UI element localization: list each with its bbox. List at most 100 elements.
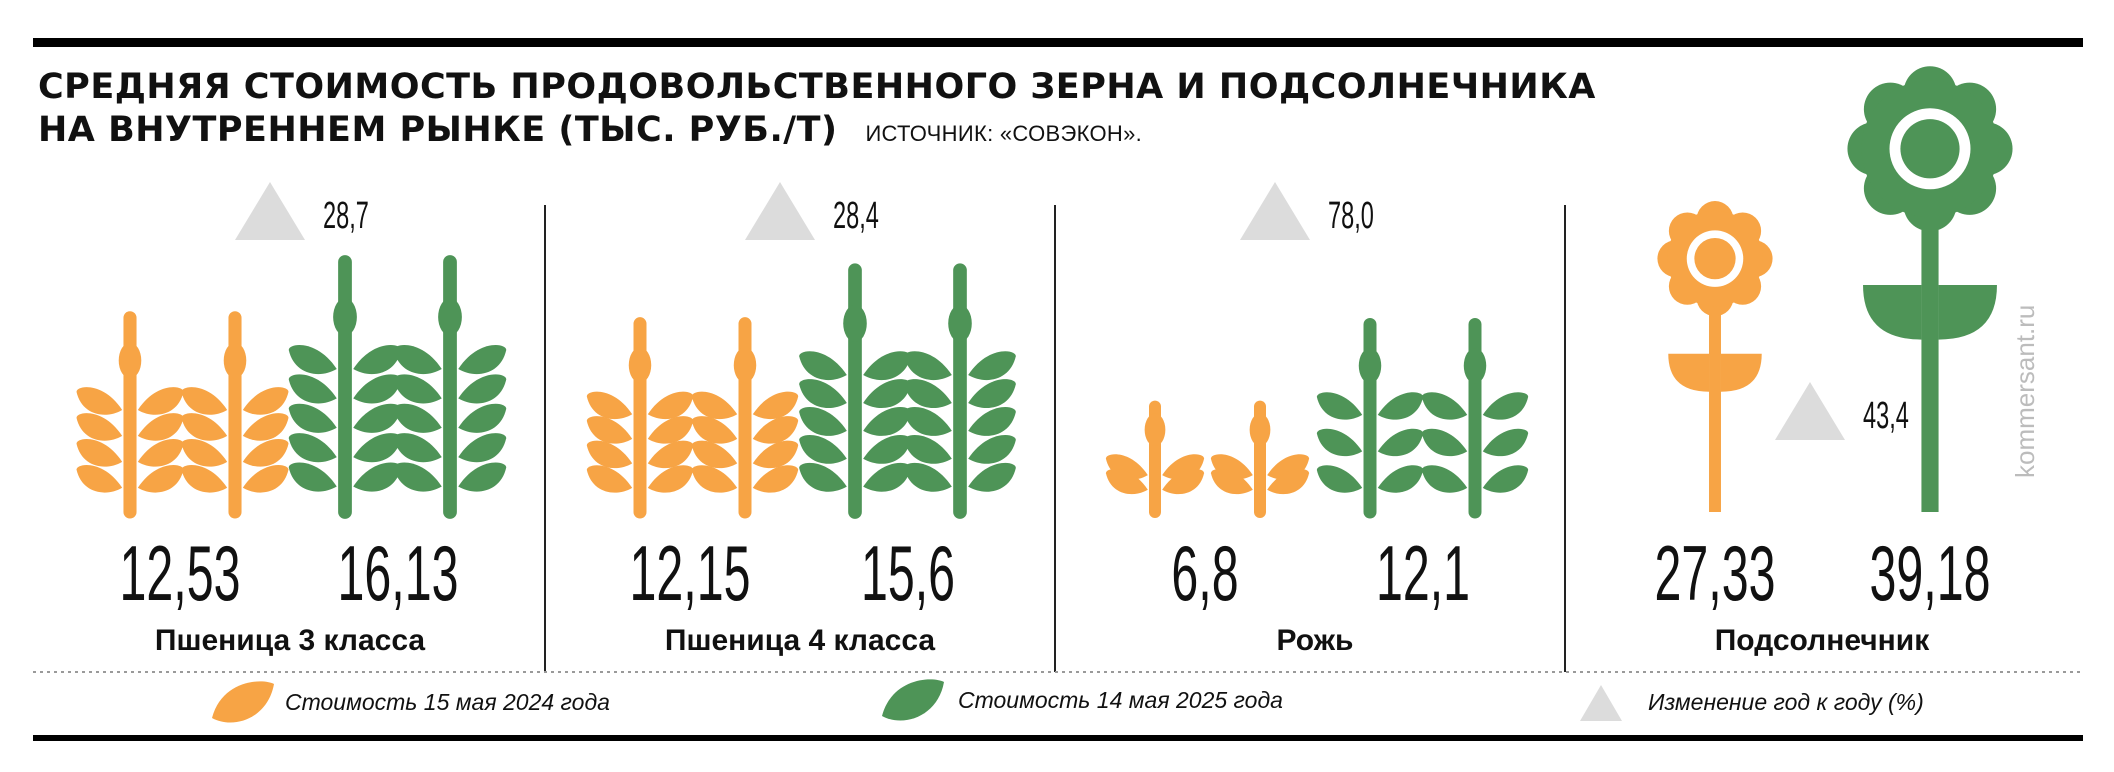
wheat-leaf [799,379,847,408]
wheat-icon [799,263,911,519]
wheat-leaf [691,391,738,420]
wheat-leaf [1482,465,1529,493]
wheat-leaf [288,433,337,463]
wheat-icon [1105,400,1205,519]
wheat-kernel [1463,348,1487,384]
wheat-leaf [181,439,228,467]
flower-stem [1709,258,1721,512]
flower-center [1694,237,1736,280]
wheat-leaf [242,413,289,441]
change-triangle [235,182,305,240]
category-label: Рожь [1277,624,1354,657]
wheat-leaf [1421,465,1468,493]
wheat-leaf [904,379,952,408]
wheat-leaf [353,374,402,404]
wheat-icon [1316,317,1424,519]
wheat-icon [76,311,184,519]
wheat-leaf [353,462,402,492]
wheat-leaf [586,440,633,469]
wheat-leaf [863,462,911,492]
wheat-leaf [691,416,738,444]
wheat-leaf [752,440,799,469]
bottom-rule [33,735,2083,741]
wheat-leaf [353,433,402,463]
wheat-leaf [799,434,847,464]
legend-label-2024: Стоимость 15 мая 2024 года [285,689,610,715]
wheat-leaf [393,374,442,404]
wheat-icon [691,317,799,519]
wheat-leaf [691,440,738,469]
wheat-leaf [181,387,228,415]
wheat-kernel [628,347,652,383]
wheat-kernel [1249,413,1271,447]
watermark-text: kommersant.ru [2010,305,2040,478]
wheat-leaf [968,434,1016,464]
change-triangle [745,182,815,240]
wheat-leaf [586,391,633,420]
chart-title: СРЕДНЯЯ СТОИМОСТЬ ПРОДОВОЛЬСТВЕННОГО ЗЕР… [38,66,1596,155]
category-label: Пшеница 4 класса [665,624,936,657]
wheat-leaf [458,403,507,433]
wheat-kernel [843,304,867,343]
wheat-leaf [1267,468,1310,495]
wheat-leaf [799,462,847,492]
wheat-leaf [393,403,442,433]
change-label: 28,4 [833,193,879,236]
wheat-leaf [1162,468,1205,495]
wheat-leaf [691,465,738,493]
flower-leaf [1938,285,1997,340]
wheat-leaf [242,464,289,493]
flower-leaf [1720,353,1762,392]
wheat-kernel [223,342,247,379]
wheat-icon [1210,400,1310,519]
wheat-leaf [647,465,694,493]
wheat-leaf [288,374,337,404]
wheat-leaf [647,391,694,420]
value-label: 6,8 [1171,529,1238,617]
legend-triangle-icon [1580,685,1622,721]
wheat-icon [181,311,289,519]
wheat-leaf [242,439,289,467]
wheat-leaf [1421,428,1468,457]
change-label: 43,4 [1863,393,1909,436]
wheat-leaf [393,433,442,463]
wheat-leaf [968,462,1016,492]
wheat-leaf [586,465,633,493]
wheat-leaf [647,440,694,469]
value-label: 16,13 [338,529,459,617]
flower-center [1900,119,1960,179]
wheat-icon [904,263,1016,519]
wheat-leaf [353,403,402,433]
wheat-leaf [1421,392,1468,420]
wheat-leaf [181,464,228,493]
top-rule [33,38,2083,47]
wheat-leaf [1316,465,1363,493]
wheat-leaf [1482,392,1529,420]
wheat-kernel [438,298,462,336]
wheat-leaf [904,434,952,464]
wheat-leaf [393,462,442,492]
wheat-leaf [799,407,847,436]
wheat-leaf [288,345,337,375]
wheat-leaf [242,387,289,415]
wheat-kernel [1358,348,1382,384]
flower-icon [1847,66,2013,513]
wheat-leaf [904,462,952,492]
wheat-leaf [137,387,184,415]
legend-label-change: Изменение год к году (%) [1648,689,1924,715]
wheat-leaf [904,351,952,381]
wheat-leaf [76,413,123,441]
wheat-icon [586,317,694,519]
wheat-leaf [137,464,184,493]
flower-leaf [1668,353,1710,392]
wheat-icon [288,255,402,519]
change-triangle [1240,182,1310,240]
change-triangle [1775,382,1845,440]
wheat-icon [393,255,507,519]
title-line-2: НА ВНУТРЕННЕМ РЫНКЕ (ТЫС. РУБ./Т) ИСТОЧНИ… [38,109,1596,155]
wheat-leaf [1377,392,1424,420]
wheat-leaf [288,462,337,492]
wheat-kernel [948,304,972,343]
legend-swatch-2024 [212,681,274,723]
